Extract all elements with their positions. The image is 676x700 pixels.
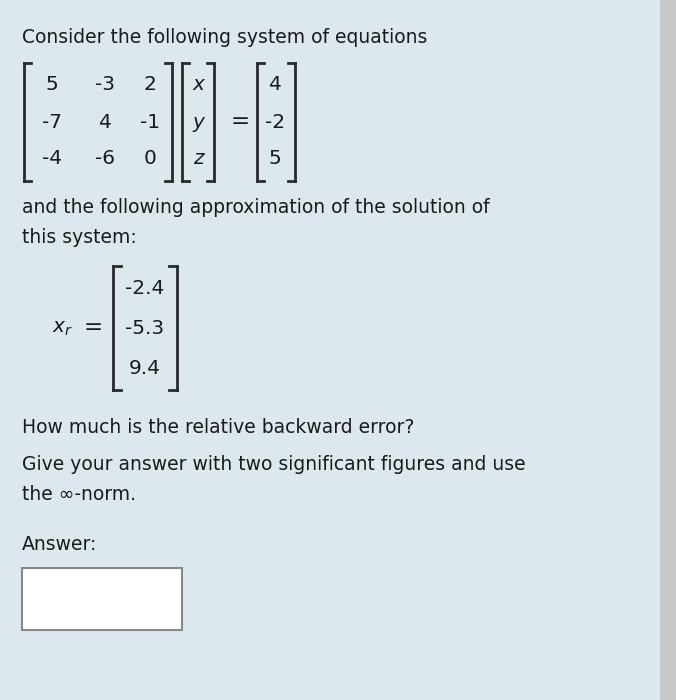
Text: 0: 0 <box>143 150 156 169</box>
Text: 5: 5 <box>45 76 58 94</box>
Text: y: y <box>192 113 204 132</box>
Text: -4: -4 <box>42 150 62 169</box>
Text: Give your answer with two significant figures and use: Give your answer with two significant fi… <box>22 455 526 474</box>
Text: -6: -6 <box>95 150 115 169</box>
Text: $x_r$: $x_r$ <box>52 318 73 337</box>
Text: x: x <box>192 76 204 94</box>
Text: -2.4: -2.4 <box>125 279 165 298</box>
Text: -2: -2 <box>265 113 285 132</box>
Text: 9.4: 9.4 <box>129 358 161 377</box>
Text: Consider the following system of equations: Consider the following system of equatio… <box>22 28 427 47</box>
Text: -5.3: -5.3 <box>126 318 164 337</box>
Text: the ∞-norm.: the ∞-norm. <box>22 485 136 504</box>
Text: and the following approximation of the solution of: and the following approximation of the s… <box>22 198 489 217</box>
Text: -7: -7 <box>42 113 62 132</box>
Text: Answer:: Answer: <box>22 535 97 554</box>
Text: =: = <box>231 111 249 134</box>
Text: 4: 4 <box>99 113 112 132</box>
Text: How much is the relative backward error?: How much is the relative backward error? <box>22 418 414 437</box>
Text: -1: -1 <box>140 113 160 132</box>
Text: 5: 5 <box>268 150 281 169</box>
Text: 4: 4 <box>268 76 281 94</box>
Bar <box>660 0 676 700</box>
Text: =: = <box>84 316 103 340</box>
FancyBboxPatch shape <box>22 568 182 630</box>
Text: 2: 2 <box>143 76 156 94</box>
Text: z: z <box>193 150 203 169</box>
Text: -3: -3 <box>95 76 115 94</box>
Text: this system:: this system: <box>22 228 137 247</box>
